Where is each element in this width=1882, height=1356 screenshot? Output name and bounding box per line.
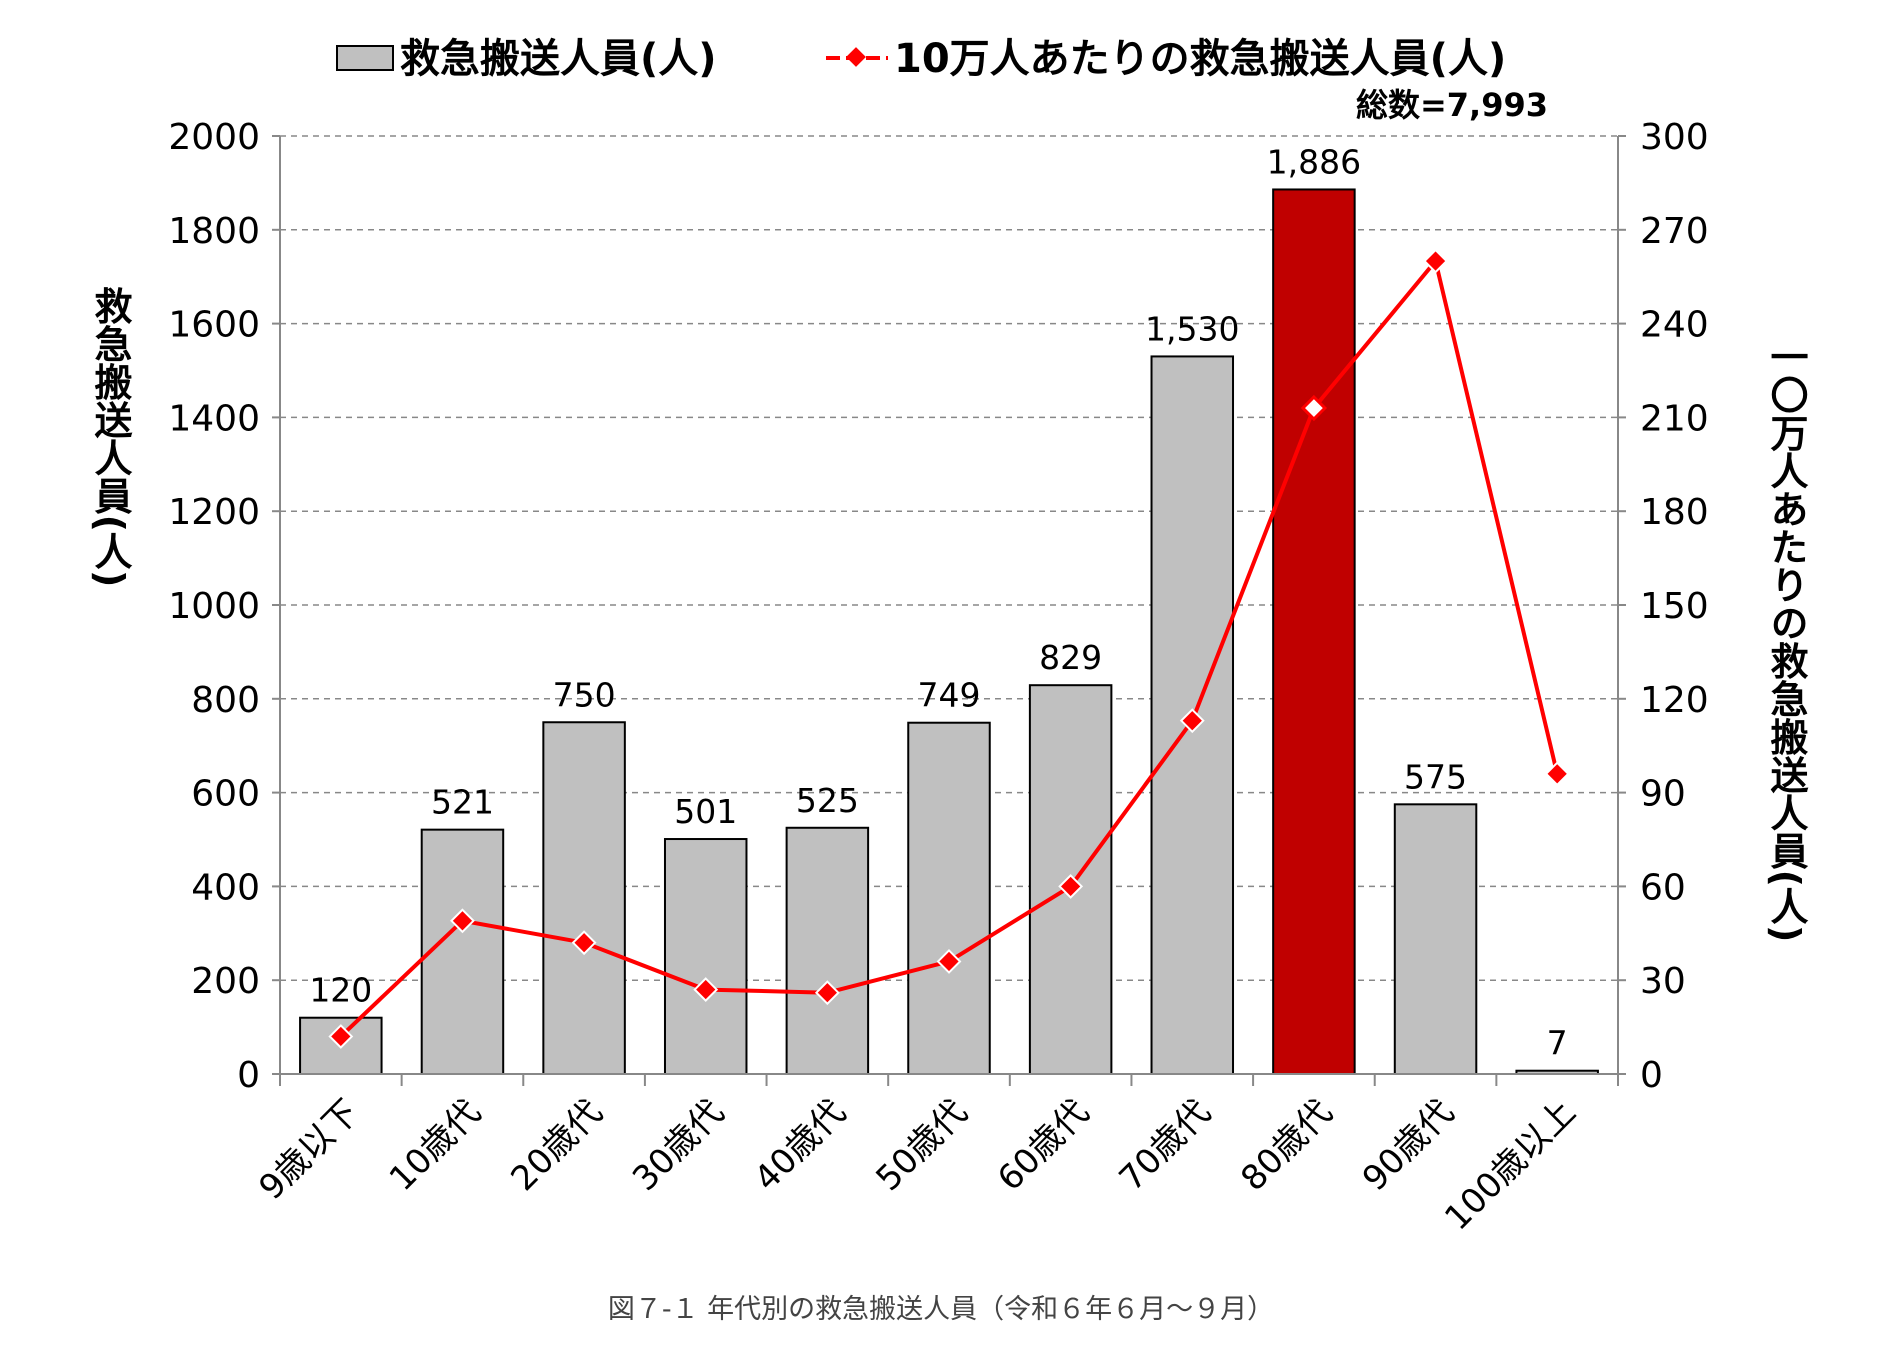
legend: 救急搬送人員(人) 10万人あたりの救急搬送人員(人) <box>336 36 1506 82</box>
bar-data-label: 1,530 <box>1145 309 1239 348</box>
legend-bar-swatch <box>336 45 394 71</box>
bar-data-label: 521 <box>431 783 494 822</box>
y-tick-label-left: 600 <box>191 774 260 815</box>
x-tick-label: 50歳代 <box>868 1092 975 1199</box>
y-axis-title-left: 救急搬送人員(人) <box>88 287 132 588</box>
bar-data-label: 501 <box>674 792 737 831</box>
y-tick-label-right: 240 <box>1640 305 1709 346</box>
legend-line-marker <box>846 47 866 67</box>
y-tick-label-right: 0 <box>1640 1055 1663 1096</box>
bar <box>542 721 626 1075</box>
bar <box>1272 188 1356 1075</box>
rate-point <box>936 949 962 974</box>
bar-data-label: 1,886 <box>1267 142 1361 181</box>
bar <box>1393 803 1478 1075</box>
bar <box>420 828 505 1075</box>
rate-point <box>814 980 840 1006</box>
bar-data-label: 7 <box>1547 1024 1568 1063</box>
bar-data-label: 575 <box>1404 757 1467 796</box>
bar-data-label: 829 <box>1039 638 1102 677</box>
rate-line <box>328 248 1570 1049</box>
y-tick-label-right: 30 <box>1640 961 1686 1002</box>
bar <box>663 838 748 1075</box>
y-tick-label-right: 60 <box>1640 867 1686 908</box>
y-tick-label-left: 1000 <box>168 586 260 627</box>
y-tick-label-left: 0 <box>237 1055 260 1096</box>
y-tick-label-left: 200 <box>191 961 260 1002</box>
y-tick-label-left: 1800 <box>168 211 260 252</box>
x-tick-label: 40歳代 <box>747 1092 854 1199</box>
bars <box>299 188 1599 1076</box>
y-tick-label-right: 210 <box>1640 398 1709 439</box>
legend-bar-label: 救急搬送人員(人) <box>400 36 717 82</box>
x-tick-label: 70歳代 <box>1112 1092 1219 1199</box>
chart-caption: 図７-１ 年代別の救急搬送人員（令和６年６月〜９月） <box>608 1294 1274 1325</box>
bar-data-label: 525 <box>796 781 859 820</box>
rate-point <box>450 908 475 934</box>
y-tick-label-left: 2000 <box>168 117 260 158</box>
x-tick-label: 90歳代 <box>1355 1092 1462 1199</box>
rate-point <box>1423 248 1448 274</box>
x-tick-label: 100歳以上 <box>1437 1092 1583 1238</box>
rate-point <box>1544 761 1570 787</box>
x-tick-label: 10歳代 <box>382 1092 489 1199</box>
rate-point <box>328 1024 354 1049</box>
y-tick-label-left: 1600 <box>168 305 260 346</box>
y-tick-label-left: 800 <box>191 680 260 721</box>
rate-point <box>1058 873 1084 899</box>
total-label: 総数=7,993 <box>1356 86 1548 124</box>
y-tick-label-right: 300 <box>1640 117 1709 158</box>
rate-point <box>1179 708 1205 734</box>
y-tick-label-right: 120 <box>1640 680 1709 721</box>
bar-data-label: 750 <box>553 675 616 714</box>
x-tick-label: 60歳代 <box>990 1092 1097 1199</box>
labels: 120 521 750 501 525 749 829 1,530 1,886 575 7 <box>309 142 1567 1062</box>
bar <box>785 826 870 1076</box>
rate-point <box>693 977 719 1002</box>
rate-point <box>571 930 597 956</box>
y-tick-label-left: 1400 <box>168 398 260 439</box>
x-tick-label: 30歳代 <box>625 1092 732 1199</box>
rate-point <box>1300 394 1328 422</box>
y-tick-label-left: 1200 <box>168 492 260 533</box>
y-tick-label-right: 270 <box>1640 211 1709 252</box>
y-tick-label-right: 180 <box>1640 492 1709 533</box>
bar-data-label: 120 <box>309 971 372 1010</box>
bar-data-label: 749 <box>918 676 981 715</box>
y-tick-label-left: 400 <box>191 867 260 908</box>
x-tick-label: 9歳以下 <box>251 1092 367 1208</box>
y-tick-label-right: 150 <box>1640 586 1709 627</box>
x-tick-label: 80歳代 <box>1233 1092 1340 1199</box>
bar <box>907 721 991 1075</box>
x-tick-label: 20歳代 <box>503 1092 610 1199</box>
y-tick-label-right: 90 <box>1640 774 1686 815</box>
y-axis-title-right: 一〇万人あたりの救急搬送人員(人) <box>1764 338 1808 943</box>
legend-line-label: 10万人あたりの救急搬送人員(人) <box>894 36 1506 82</box>
